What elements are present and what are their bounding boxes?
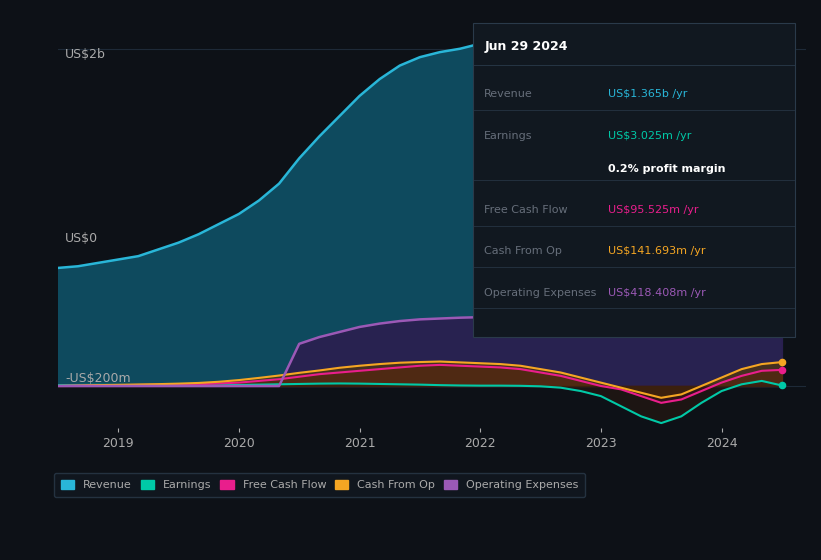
Text: US$95.525m /yr: US$95.525m /yr (608, 205, 698, 215)
FancyBboxPatch shape (473, 24, 795, 337)
Legend: Revenue, Earnings, Free Cash Flow, Cash From Op, Operating Expenses: Revenue, Earnings, Free Cash Flow, Cash … (54, 473, 585, 497)
Point (775, 151, 788, 160)
Text: Earnings: Earnings (484, 130, 533, 141)
Text: US$0: US$0 (66, 232, 99, 245)
Text: US$141.693m /yr: US$141.693m /yr (608, 246, 705, 256)
Text: Jun 29 2024: Jun 29 2024 (484, 40, 568, 53)
Point (775, 358, 788, 367)
Point (775, 381, 788, 390)
Text: Cash From Op: Cash From Op (484, 246, 562, 256)
Text: Revenue: Revenue (484, 90, 533, 99)
Point (775, 365, 788, 374)
Text: US$3.025m /yr: US$3.025m /yr (608, 130, 691, 141)
Text: Free Cash Flow: Free Cash Flow (484, 205, 568, 215)
Text: Operating Expenses: Operating Expenses (484, 288, 597, 298)
Text: US$1.365b /yr: US$1.365b /yr (608, 90, 687, 99)
Text: 0.2% profit margin: 0.2% profit margin (608, 164, 725, 174)
Text: US$2b: US$2b (66, 48, 106, 61)
Point (775, 311, 788, 320)
Text: US$418.408m /yr: US$418.408m /yr (608, 288, 705, 298)
Text: -US$200m: -US$200m (66, 372, 131, 385)
